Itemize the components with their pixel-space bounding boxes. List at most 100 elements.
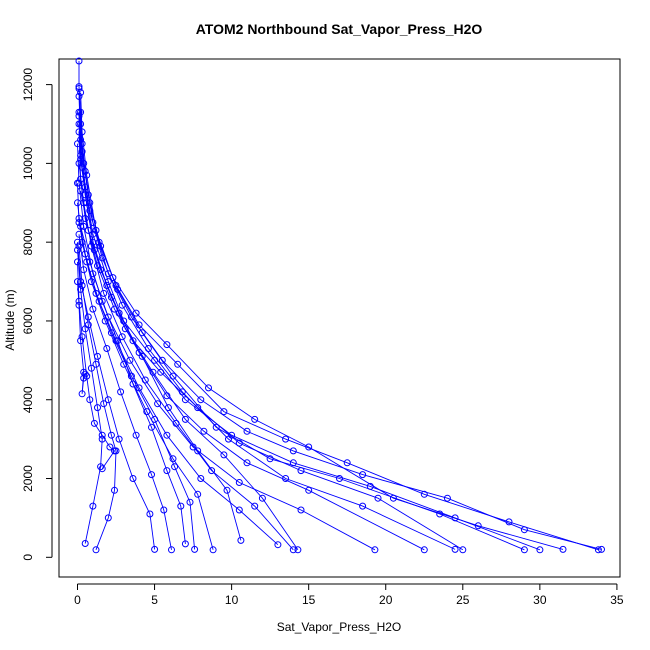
series-1-point-7	[174, 360, 182, 368]
series-3-point-0	[75, 92, 83, 100]
series-14-point-7	[186, 498, 194, 506]
series-8-point-6	[154, 400, 162, 408]
series-18	[75, 242, 120, 554]
series-19-point-7	[89, 502, 97, 510]
x-tick-label-0: 0	[74, 593, 81, 607]
series-12-point-5	[164, 404, 172, 412]
series-0-point-9	[197, 396, 205, 404]
series-16-point-0	[75, 230, 83, 238]
y-tick-label-2: 4000	[21, 386, 35, 413]
series-7-point-7	[200, 427, 208, 435]
series-10-point-2	[87, 242, 95, 250]
series-15-point-1	[86, 258, 94, 266]
series-12-point-7	[223, 486, 231, 494]
x-tick-label-2: 10	[225, 593, 239, 607]
y-tick-label-6: 12000	[21, 68, 35, 102]
series-5-point-0	[75, 112, 83, 120]
series-11-point-8	[235, 506, 243, 514]
series-6-point-6	[178, 388, 186, 396]
series-1-point-12	[505, 518, 513, 526]
series-1-point-13	[594, 546, 602, 554]
series-21-point-4	[78, 390, 86, 398]
series-0-point-13	[443, 494, 451, 502]
series-4-point-9	[336, 475, 343, 482]
series-14-point-2	[92, 289, 100, 297]
series-6-point-2	[86, 207, 94, 215]
series-10-point-7	[208, 467, 216, 475]
series-4-point-11	[520, 546, 528, 554]
series-4-point-1	[78, 148, 86, 156]
series-10-point-3	[100, 289, 108, 297]
series-11-point-7	[197, 475, 205, 482]
series-15-point-2	[98, 297, 106, 305]
series-16-point-5	[132, 431, 140, 439]
series-10-point-0	[75, 159, 83, 167]
series-10-point-5	[141, 376, 149, 384]
series-19-point-2	[81, 325, 89, 333]
series-7-point-9	[305, 486, 313, 494]
series-14-point-6	[171, 463, 179, 471]
series-3-point-12	[536, 546, 544, 554]
series-4-point-8	[266, 455, 274, 463]
x-tick-label-6: 30	[533, 593, 547, 607]
y-tick-label-5: 10000	[21, 146, 35, 180]
series-6-point-3	[98, 254, 106, 262]
series-group	[74, 57, 605, 554]
y-tick-label-0: 0	[21, 554, 35, 561]
series-15-point-6	[163, 467, 171, 475]
series-19-point-8	[81, 540, 89, 547]
series-21-point-1	[75, 301, 83, 309]
series-19-point-0	[74, 246, 81, 254]
series-21-point-0	[74, 278, 81, 286]
series-9-point-6	[181, 415, 189, 423]
series-16-point-4	[117, 388, 125, 396]
series-21	[74, 278, 89, 398]
series-5-point-5	[129, 337, 137, 345]
chart-title: ATOM2 Northbound Sat_Vapor_Press_H2O	[196, 21, 483, 37]
series-3-point-7	[181, 396, 189, 404]
series-15-point-3	[114, 337, 122, 345]
series-15	[77, 222, 189, 548]
series-16-point-7	[160, 506, 168, 514]
series-0-point-0	[75, 57, 83, 65]
series-15-point-4	[129, 380, 137, 388]
series-19-point-4	[94, 404, 101, 412]
series-6-point-4	[118, 301, 126, 309]
series-5-point-6	[157, 368, 165, 376]
series-6-point-7	[225, 435, 232, 443]
series-1-point-0	[75, 85, 83, 92]
series-18-point-4	[100, 400, 108, 408]
series-line-21	[77, 281, 86, 394]
series-21-point-6	[81, 370, 89, 378]
series-line-18	[78, 246, 117, 550]
series-13-point-7	[194, 490, 202, 498]
series-12-point-6	[194, 447, 202, 455]
series-1-point-11	[420, 490, 428, 498]
series-4-point-7	[212, 423, 220, 431]
series-6-point-5	[144, 345, 152, 352]
series-line-15	[80, 226, 186, 544]
series-9-point-0	[77, 152, 85, 159]
series-line-16	[78, 234, 172, 550]
series-4-point-4	[114, 285, 122, 293]
series-2	[77, 89, 567, 553]
series-9-point-4	[121, 325, 129, 333]
x-axis: 0 5 10 15 20 25 30 35	[74, 583, 624, 607]
plot-frame	[58, 58, 621, 578]
series-8-point-8	[235, 479, 243, 486]
series-20-point-2	[78, 333, 86, 341]
series-5-point-9	[297, 467, 305, 475]
series-7-point-0	[75, 128, 83, 136]
series-5-point-11	[459, 546, 467, 554]
series-1-point-9	[282, 435, 290, 443]
series-1-point-10	[343, 459, 351, 467]
series-2-point-4	[109, 274, 117, 282]
series-14	[75, 215, 199, 553]
series-1-point-8	[220, 408, 228, 416]
x-tick-label-5: 25	[456, 593, 470, 607]
series-18-point-7	[111, 486, 118, 494]
series-11-point-6	[163, 431, 171, 439]
y-tick-label-3: 6000	[21, 307, 35, 334]
series-6-point-9	[359, 502, 367, 510]
series-2-point-9	[305, 443, 313, 451]
